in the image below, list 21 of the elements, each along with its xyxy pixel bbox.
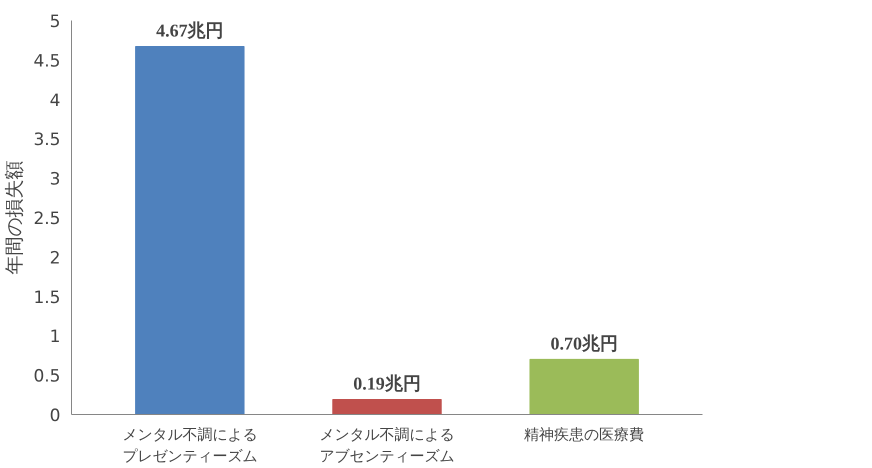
y-tick-label: 4 <box>50 90 61 111</box>
y-tick-label: 5 <box>50 12 61 32</box>
y-tick-label: 0.5 <box>33 366 61 387</box>
data-label: 0.19兆円 <box>353 374 421 394</box>
x-tick-label: 精神疾患の医療費 <box>524 426 644 444</box>
y-tick-label: 0 <box>50 406 61 426</box>
y-tick-label: 1.5 <box>33 288 61 308</box>
data-label: 4.67兆円 <box>156 20 224 41</box>
y-tick-label: 3.5 <box>33 130 61 150</box>
x-tick-label: メンタル不調によるプレゼンティーズム <box>122 426 258 466</box>
bar <box>135 46 245 414</box>
y-axis-title: 年間の損失額 <box>3 160 26 274</box>
y-tick-label: 2.5 <box>33 209 61 229</box>
x-tick-label: メンタル不調によるアブセンティーズム <box>320 426 454 466</box>
y-tick-label: 1 <box>50 327 61 348</box>
y-tick-label: 2 <box>50 248 61 268</box>
bar <box>332 399 442 414</box>
y-tick-label: 3 <box>50 170 61 190</box>
y-tick-label: 4.5 <box>33 51 61 72</box>
bar <box>529 358 639 414</box>
data-label: 0.70兆円 <box>550 333 618 354</box>
